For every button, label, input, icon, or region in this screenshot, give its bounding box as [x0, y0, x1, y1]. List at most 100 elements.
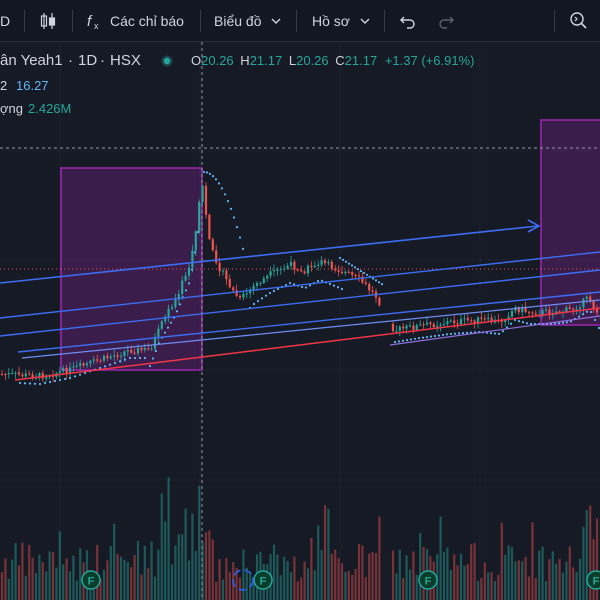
sar-dot: [338, 256, 342, 260]
interval-button[interactable]: D: [0, 0, 10, 42]
fundamental-event-marker[interactable]: F: [81, 570, 101, 590]
candle-body: [402, 326, 405, 329]
volume-bar: [289, 572, 293, 600]
volume-bar: [439, 516, 442, 600]
volume-bar: [99, 578, 102, 600]
indicator-label[interactable]: 2: [0, 78, 8, 93]
sar-dot: [421, 336, 425, 339]
candle-body: [551, 314, 554, 316]
volume-bar: [65, 558, 68, 600]
volume-bar: [524, 556, 527, 600]
candles-chart-type-button[interactable]: [38, 0, 58, 42]
candle-body: [541, 310, 544, 315]
sar-dot: [433, 334, 437, 338]
sar-dot: [138, 356, 142, 360]
candle-body: [347, 271, 350, 273]
volume-bar: [592, 539, 595, 600]
volume-bar: [130, 567, 133, 600]
candle-body: [211, 239, 214, 251]
channel-line[interactable]: [0, 269, 600, 337]
volume-label[interactable]: ợng: [0, 101, 23, 116]
volume-bar: [337, 558, 340, 600]
trend-line-arrow[interactable]: [0, 225, 539, 284]
market-status-icon[interactable]: [161, 52, 173, 72]
volume-bar: [17, 565, 21, 600]
channel-line[interactable]: [21, 299, 600, 359]
sar-dot: [585, 310, 589, 313]
high-value: 21.17: [249, 53, 283, 68]
volume-bar: [126, 561, 129, 600]
channel-line[interactable]: [389, 315, 600, 346]
fundamental-event-marker[interactable]: F: [253, 570, 273, 590]
volume-bar: [242, 549, 245, 600]
volume-bar: [194, 550, 197, 600]
profile-menu-button[interactable]: Hồ sơ: [312, 0, 372, 42]
candle-body: [340, 271, 344, 274]
candle-body: [126, 349, 129, 352]
rectangle-drawing[interactable]: [540, 119, 600, 326]
volume-bar: [38, 554, 41, 600]
candle-body: [266, 275, 269, 279]
candle-body: [337, 270, 340, 272]
volume-bar: [293, 556, 296, 600]
volume-bar: [272, 544, 276, 600]
candle-body: [456, 323, 459, 325]
candle-body: [575, 308, 578, 310]
candle-body: [323, 260, 327, 264]
volume-bar: [483, 562, 486, 600]
low-value: 20.26: [296, 53, 329, 68]
candle-body: [28, 373, 31, 375]
sar-dot: [232, 216, 236, 219]
undo-button[interactable]: [398, 0, 418, 42]
fundamental-event-marker[interactable]: F: [418, 570, 438, 590]
candle-body: [439, 324, 442, 326]
sar-dot: [409, 338, 413, 341]
volume-bar: [320, 550, 323, 600]
fundamental-event-marker[interactable]: F: [586, 570, 600, 590]
candle-body: [51, 375, 55, 377]
volume-bar: [463, 565, 466, 600]
sar-dot: [393, 340, 397, 344]
candle-body: [371, 290, 374, 292]
volume-bar: [184, 508, 187, 600]
candle-body: [136, 347, 140, 354]
sar-dot: [33, 382, 37, 385]
event-indicator-icon[interactable]: [232, 569, 254, 591]
arrow-head-icon: [527, 219, 541, 233]
sar-dot: [260, 297, 264, 300]
candlestick-series: [0, 182, 599, 382]
volume-bar: [514, 561, 517, 600]
sar-dot: [83, 371, 87, 375]
candle-body: [72, 366, 75, 368]
candle-body: [592, 301, 595, 309]
quick-search-button[interactable]: [568, 0, 590, 42]
redo-button[interactable]: [436, 0, 456, 42]
volume-bar: [177, 534, 180, 600]
candle-body: [572, 308, 575, 310]
sar-dot: [449, 332, 453, 336]
candle-body: [425, 322, 429, 325]
support-trend-line[interactable]: [14, 307, 600, 381]
indicators-button[interactable]: f x Các chỉ báo: [86, 0, 184, 42]
candle-body: [595, 308, 599, 313]
candle-body: [58, 371, 61, 374]
sar-dot: [340, 287, 344, 291]
candle-body: [218, 262, 221, 272]
change-value: +1.37 (+6.91%): [384, 53, 475, 68]
candle-body: [259, 282, 262, 284]
marker-label: F: [88, 576, 95, 588]
sar-dot: [565, 321, 569, 324]
channel-line[interactable]: [0, 251, 600, 319]
candle-body: [480, 317, 483, 319]
candle-body: [303, 271, 306, 274]
candle-body: [510, 310, 514, 317]
chart-type-menu-button[interactable]: Biểu đồ: [214, 0, 283, 42]
symbol-name[interactable]: ân Yeah1: [0, 52, 63, 69]
sar-dot: [489, 332, 493, 335]
volume-bar: [456, 565, 459, 600]
volume-bar: [109, 546, 112, 600]
channel-line[interactable]: [17, 291, 600, 353]
candle-body: [82, 363, 85, 366]
volume-bar: [351, 574, 354, 600]
